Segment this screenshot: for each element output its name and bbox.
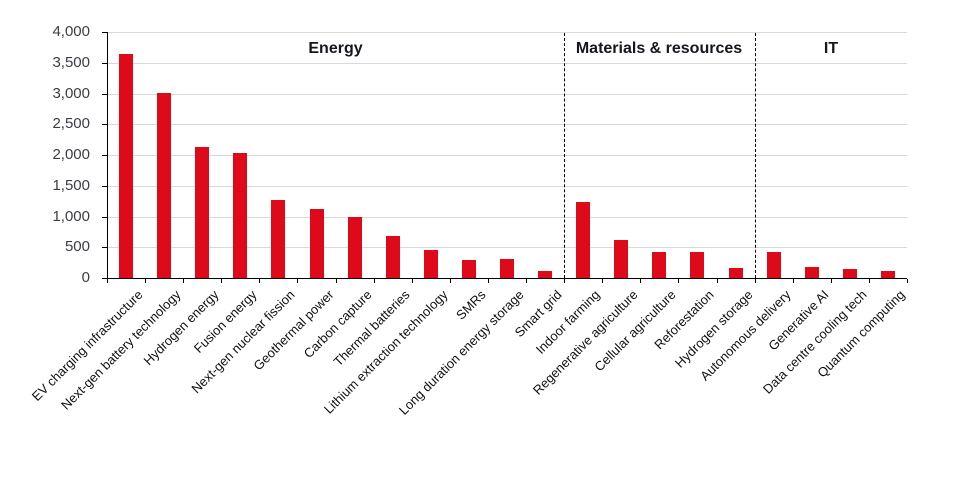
y-axis-tick	[102, 155, 107, 156]
bar	[310, 209, 324, 278]
x-axis-tick	[564, 279, 565, 283]
x-axis-tick	[678, 279, 679, 283]
y-axis-tick	[102, 217, 107, 218]
gridline	[107, 247, 907, 248]
gridline	[107, 124, 907, 125]
x-axis-tick	[488, 279, 489, 283]
y-tick-label: 3,000	[52, 85, 90, 102]
gridline	[107, 32, 907, 33]
bar	[500, 259, 514, 278]
bar	[843, 269, 857, 278]
group-label: IT	[823, 40, 839, 57]
bar	[729, 268, 743, 278]
y-axis-tick	[102, 278, 107, 279]
x-axis-tick	[831, 279, 832, 283]
gridline	[107, 155, 907, 156]
x-axis-tick	[907, 279, 908, 283]
bar	[233, 153, 247, 278]
x-axis-tick	[183, 279, 184, 283]
bar	[576, 202, 590, 278]
bar	[462, 260, 476, 278]
group-separator-line	[564, 33, 565, 278]
y-tick-label: 2,000	[52, 146, 90, 163]
x-axis-tick	[221, 279, 222, 283]
y-axis-tick	[102, 247, 107, 248]
bar	[157, 93, 171, 278]
bar	[424, 250, 438, 278]
gridline	[107, 63, 907, 64]
bar	[386, 236, 400, 278]
gridline	[107, 217, 907, 218]
bar	[538, 271, 552, 278]
x-axis-tick	[640, 279, 641, 283]
x-axis-tick	[297, 279, 298, 283]
x-axis-tick	[869, 279, 870, 283]
x-axis-tick	[526, 279, 527, 283]
x-axis-tick	[107, 279, 108, 283]
y-tick-label: 1,000	[52, 208, 90, 225]
x-axis-tick	[145, 279, 146, 283]
x-category-label: Next-gen battery technology	[58, 287, 184, 413]
x-axis-tick	[602, 279, 603, 283]
y-axis-tick	[102, 124, 107, 125]
y-axis-tick	[102, 94, 107, 95]
x-category-label: Hydrogen energy	[140, 287, 222, 369]
gridline	[107, 186, 907, 187]
bar	[271, 200, 285, 278]
y-tick-label: 0	[81, 269, 90, 286]
group-label: Energy	[308, 40, 363, 57]
bar	[881, 271, 895, 278]
bar	[652, 252, 666, 278]
x-axis-tick	[336, 279, 337, 283]
y-axis-tick	[102, 186, 107, 187]
group-label: Materials & resources	[575, 40, 743, 57]
bar	[767, 252, 781, 278]
x-axis-tick	[717, 279, 718, 283]
y-tick-label: 4,000	[52, 23, 90, 40]
gridline	[107, 94, 907, 95]
y-tick-label: 1,500	[52, 177, 90, 194]
y-tick-label: 3,500	[52, 54, 90, 71]
y-axis-tick	[102, 32, 107, 33]
bar	[348, 217, 362, 278]
group-separator-line	[755, 33, 756, 278]
x-axis-tick	[450, 279, 451, 283]
x-axis-tick	[259, 279, 260, 283]
x-axis-tick	[412, 279, 413, 283]
x-axis-line	[107, 278, 907, 279]
y-axis-line	[107, 32, 108, 279]
x-axis-tick	[793, 279, 794, 283]
x-axis-tick	[755, 279, 756, 283]
bar	[119, 54, 133, 278]
x-axis-tick	[374, 279, 375, 283]
y-tick-label: 500	[64, 238, 90, 255]
y-axis-tick	[102, 63, 107, 64]
bar	[805, 267, 819, 278]
y-tick-label: 2,500	[52, 115, 90, 132]
bar	[614, 240, 628, 278]
bar	[195, 147, 209, 278]
bar	[690, 252, 704, 278]
